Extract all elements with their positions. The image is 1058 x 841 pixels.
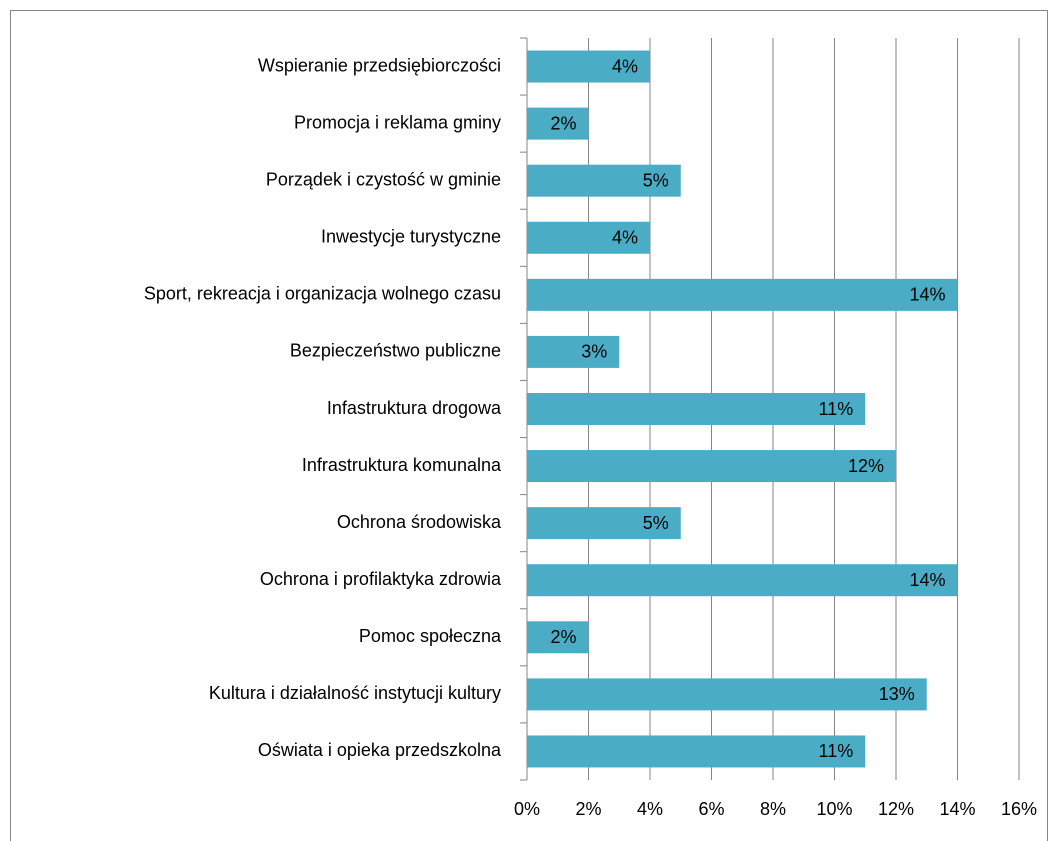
y-tick-label: Kultura i działalność instytucji kultury bbox=[209, 683, 501, 703]
bar bbox=[527, 221, 650, 254]
y-tick-label: Porządek i czystość w gminie bbox=[266, 169, 501, 189]
value-label: 4% bbox=[612, 56, 638, 76]
y-tick-label: Ochrona i profilaktyka zdrowia bbox=[260, 569, 502, 589]
chart-border bbox=[10, 10, 1048, 841]
bar bbox=[527, 678, 927, 711]
value-label: 4% bbox=[612, 228, 638, 248]
bar bbox=[527, 50, 650, 83]
value-label: 11% bbox=[819, 741, 854, 761]
bar bbox=[527, 164, 681, 197]
bar bbox=[527, 107, 589, 140]
x-tick-label: 12% bbox=[878, 799, 914, 819]
y-tick-label: Sport, rekreacja i organizacja wolnego c… bbox=[144, 284, 501, 304]
x-tick-label: 6% bbox=[698, 799, 724, 819]
value-label: 14% bbox=[909, 285, 945, 305]
x-tick-label: 10% bbox=[816, 799, 852, 819]
y-tick-label: Infastruktura drogowa bbox=[327, 398, 502, 418]
bar bbox=[527, 393, 866, 425]
y-tick-label: Inwestycje turystyczne bbox=[321, 227, 501, 247]
y-tick-label: Oświata i opieka przedszkolna bbox=[258, 740, 502, 760]
bar bbox=[527, 507, 681, 540]
value-label: 13% bbox=[879, 684, 915, 704]
bar bbox=[527, 335, 620, 368]
y-tick-label: Pomoc społeczna bbox=[359, 626, 502, 646]
x-tick-label: 4% bbox=[637, 799, 663, 819]
value-label: 12% bbox=[848, 456, 884, 476]
value-label: 5% bbox=[643, 170, 669, 190]
x-tick-label: 2% bbox=[575, 799, 601, 819]
bar bbox=[527, 621, 589, 654]
value-label: 2% bbox=[550, 627, 576, 647]
y-tick-label: Infrastruktura komunalna bbox=[302, 455, 502, 475]
y-tick-label: Promocja i reklama gminy bbox=[294, 112, 501, 132]
y-tick-label: Ochrona środowiska bbox=[337, 512, 502, 532]
x-tick-label: 8% bbox=[760, 799, 786, 819]
x-tick-label: 0% bbox=[514, 799, 540, 819]
value-label: 14% bbox=[909, 570, 945, 590]
value-label: 11% bbox=[819, 399, 854, 419]
value-label: 2% bbox=[550, 113, 576, 133]
bar bbox=[527, 735, 866, 768]
x-tick-label: 14% bbox=[939, 799, 975, 819]
value-label: 3% bbox=[581, 342, 607, 362]
value-label: 5% bbox=[643, 513, 669, 533]
x-tick-label: 16% bbox=[1001, 799, 1037, 819]
bar bbox=[527, 450, 896, 483]
y-tick-label: Bezpieczeństwo publiczne bbox=[290, 341, 501, 361]
bar bbox=[527, 564, 958, 597]
y-tick-label: Wspieranie przedsiębiorczości bbox=[258, 55, 501, 75]
bar bbox=[527, 278, 958, 311]
